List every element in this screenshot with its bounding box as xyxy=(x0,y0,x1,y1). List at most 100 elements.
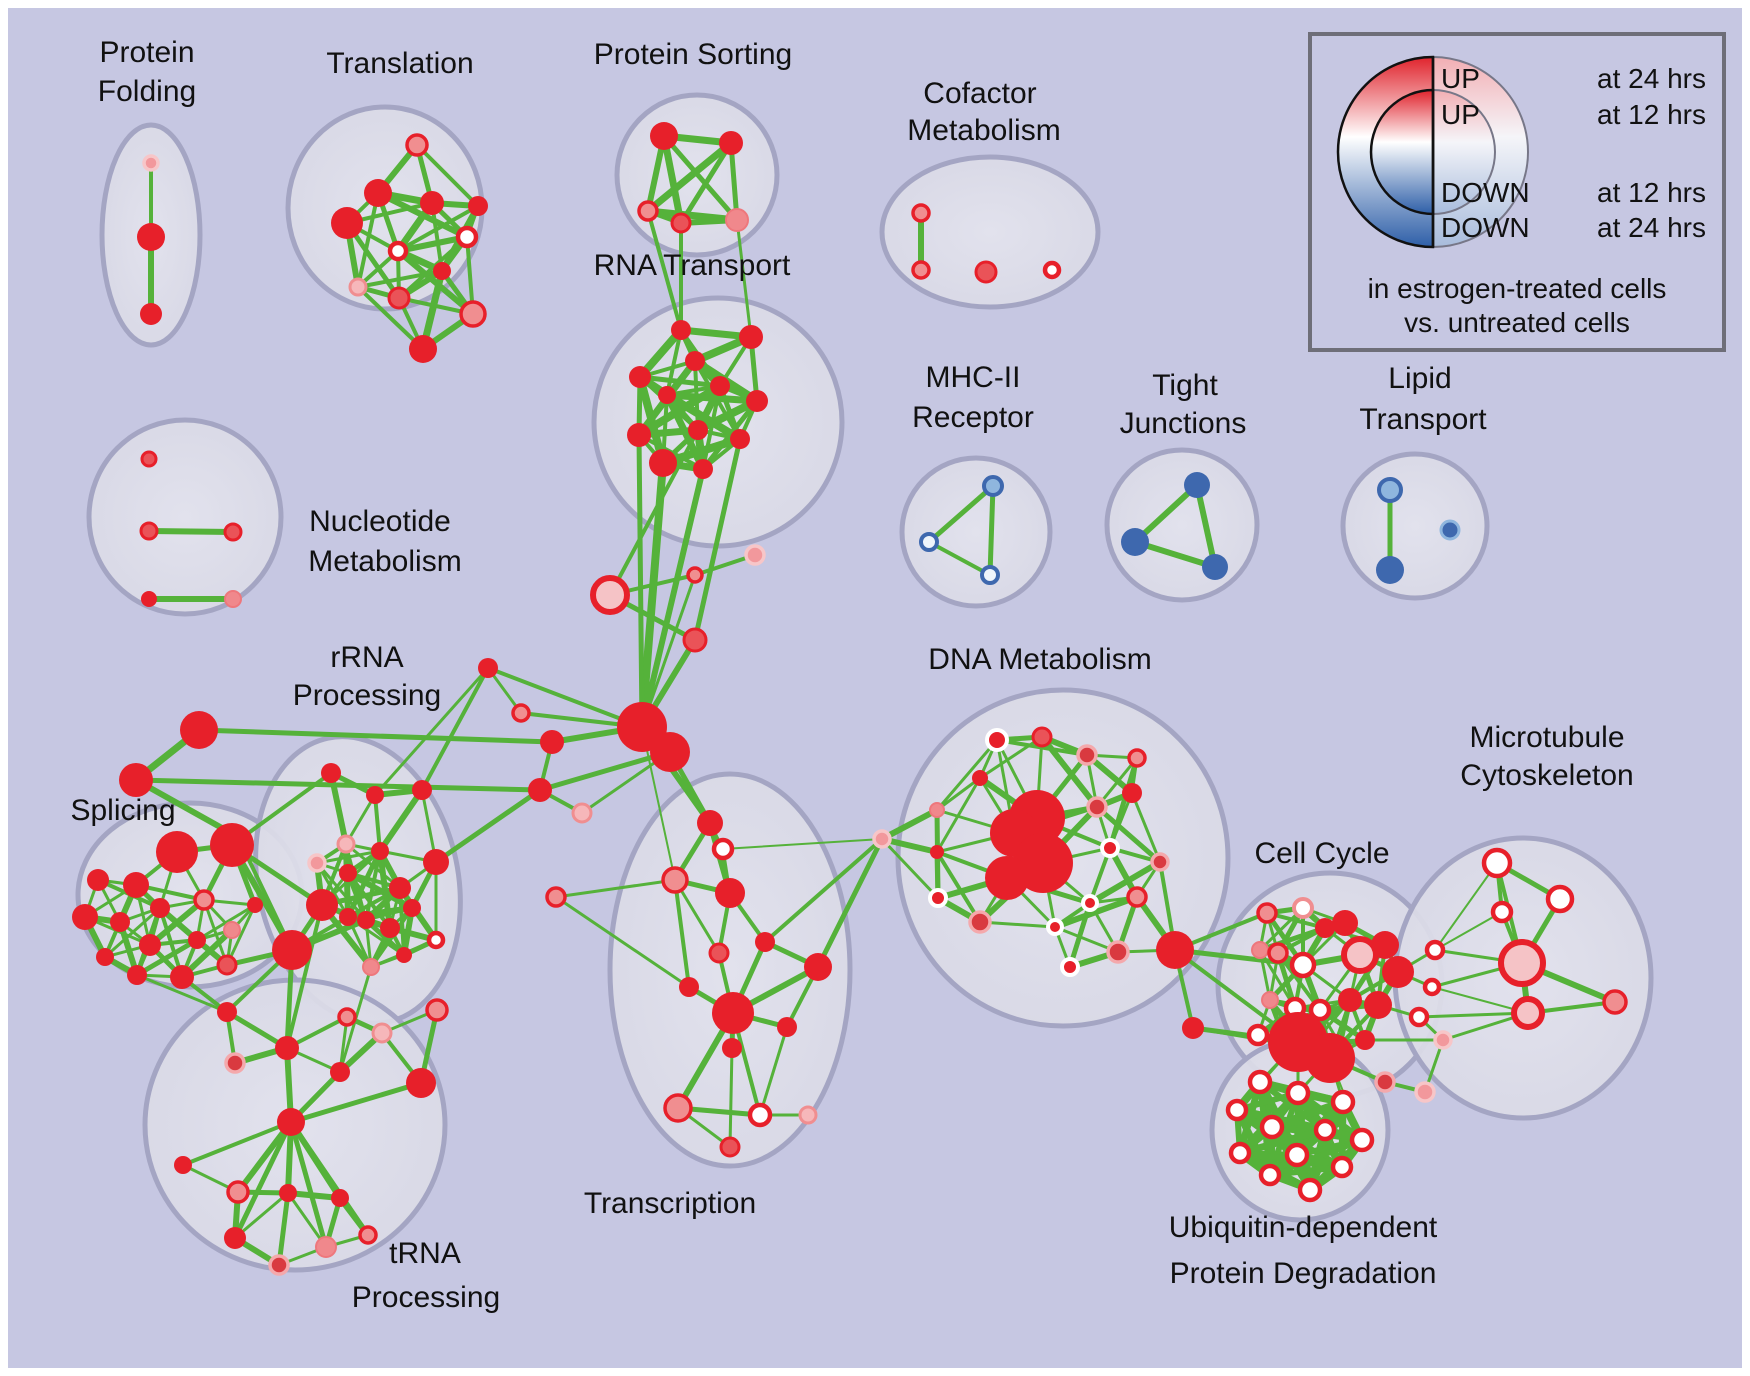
node-rrna-processing[interactable] xyxy=(357,911,375,929)
node-cell-cycle[interactable] xyxy=(1338,988,1362,1012)
node-trna-processing[interactable] xyxy=(226,1180,250,1204)
node-dna-metabolism[interactable] xyxy=(972,770,988,786)
node-microtubule-cytoskeleton[interactable] xyxy=(1408,1006,1430,1028)
node-cell-cycle[interactable] xyxy=(1364,991,1392,1019)
node-transcription[interactable] xyxy=(804,953,832,981)
node-ubiquitin-degradation[interactable] xyxy=(1330,1089,1356,1115)
node-dna-metabolism[interactable] xyxy=(930,845,944,859)
node-mhc-ii-receptor[interactable] xyxy=(980,565,1000,585)
node-ubiquitin-degradation[interactable] xyxy=(1247,1069,1273,1095)
node-splicing[interactable] xyxy=(247,897,263,913)
node-cell-cycle[interactable] xyxy=(1256,902,1278,924)
node-transcription[interactable] xyxy=(697,810,723,836)
node-protein-folding[interactable] xyxy=(142,154,160,172)
node-trna-processing[interactable] xyxy=(330,1062,350,1082)
node-transcription[interactable] xyxy=(661,866,689,894)
node-rna-transport[interactable] xyxy=(649,449,677,477)
node-rna-transport[interactable] xyxy=(693,459,713,479)
node-cofactor-metabolism[interactable] xyxy=(974,260,998,284)
node-ubiquitin-degradation[interactable] xyxy=(1284,1142,1310,1168)
node-rrna-processing[interactable] xyxy=(272,930,312,970)
node-backbone[interactable] xyxy=(511,703,531,723)
node-microtubule-cytoskeleton[interactable] xyxy=(1422,977,1442,997)
node-trna-processing[interactable] xyxy=(268,1254,290,1276)
node-splicing[interactable] xyxy=(123,872,149,898)
node-dna-metabolism[interactable] xyxy=(1156,931,1194,969)
node-dna-metabolism[interactable] xyxy=(985,728,1009,752)
node-mhc-ii-receptor[interactable] xyxy=(982,475,1004,497)
node-dna-metabolism[interactable] xyxy=(968,910,992,934)
node-backbone[interactable] xyxy=(650,732,690,772)
node-cell-cycle[interactable] xyxy=(1382,956,1414,988)
node-backbone[interactable] xyxy=(119,763,153,797)
node-dna-metabolism[interactable] xyxy=(1081,894,1099,912)
node-transcription[interactable] xyxy=(711,837,735,861)
node-dna-metabolism[interactable] xyxy=(1106,940,1130,964)
node-dna-metabolism[interactable] xyxy=(1086,796,1108,818)
node-trna-processing[interactable] xyxy=(224,1227,246,1249)
node-trna-processing[interactable] xyxy=(337,1007,357,1027)
node-backbone[interactable] xyxy=(528,778,552,802)
node-rrna-processing[interactable] xyxy=(371,842,389,860)
node-cell-cycle[interactable] xyxy=(1292,897,1314,919)
node-trna-processing[interactable] xyxy=(279,1184,297,1202)
node-ubiquitin-degradation[interactable] xyxy=(1313,1118,1337,1142)
node-ubiquitin-degradation[interactable] xyxy=(1258,1163,1282,1187)
node-transcription[interactable] xyxy=(747,1102,773,1128)
node-trna-processing[interactable] xyxy=(425,998,449,1022)
node-protein-folding[interactable] xyxy=(140,303,162,325)
node-dna-metabolism[interactable] xyxy=(928,888,948,908)
node-cofactor-metabolism[interactable] xyxy=(1042,260,1062,280)
node-translation[interactable] xyxy=(433,262,451,280)
node-translation[interactable] xyxy=(459,300,487,328)
node-protein-sorting[interactable] xyxy=(719,131,743,155)
node-splicing[interactable] xyxy=(156,831,198,873)
node-trna-processing[interactable] xyxy=(275,1036,299,1060)
node-rna-transport[interactable] xyxy=(730,429,750,449)
node-cell-cycle[interactable] xyxy=(1332,910,1358,936)
node-dna-metabolism[interactable] xyxy=(1182,1017,1204,1039)
node-transcription[interactable] xyxy=(722,1038,742,1058)
node-tight-junctions[interactable] xyxy=(1184,472,1210,498)
node-backbone[interactable] xyxy=(590,575,630,615)
node-transcription[interactable] xyxy=(545,886,567,908)
node-translation[interactable] xyxy=(364,179,392,207)
node-rna-transport[interactable] xyxy=(629,366,651,388)
node-translation[interactable] xyxy=(405,133,429,157)
node-cell-cycle[interactable] xyxy=(1267,942,1289,964)
node-splicing[interactable] xyxy=(139,934,161,956)
node-cofactor-metabolism[interactable] xyxy=(911,203,931,223)
node-backbone[interactable] xyxy=(686,566,704,584)
node-cell-cycle[interactable] xyxy=(1315,918,1335,938)
node-backbone[interactable] xyxy=(540,730,564,754)
node-transcription[interactable] xyxy=(663,1093,693,1123)
node-tight-junctions[interactable] xyxy=(1202,554,1228,580)
node-splicing[interactable] xyxy=(96,948,114,966)
node-cell-cycle[interactable] xyxy=(1246,1023,1270,1047)
node-translation[interactable] xyxy=(455,225,479,249)
node-translation[interactable] xyxy=(409,335,437,363)
node-splicing[interactable] xyxy=(193,889,215,911)
node-mhc-ii-receptor[interactable] xyxy=(919,532,939,552)
node-transcription[interactable] xyxy=(798,1105,818,1125)
node-trna-processing[interactable] xyxy=(406,1068,436,1098)
node-backbone[interactable] xyxy=(682,627,708,653)
node-translation[interactable] xyxy=(331,207,363,239)
node-translation[interactable] xyxy=(468,196,488,216)
node-trna-processing[interactable] xyxy=(277,1108,305,1136)
node-lipid-transport[interactable] xyxy=(1376,556,1404,584)
node-transcription[interactable] xyxy=(679,977,699,997)
node-rrna-processing[interactable] xyxy=(362,958,380,976)
node-trna-processing[interactable] xyxy=(174,1156,192,1174)
node-dna-metabolism[interactable] xyxy=(1031,726,1053,748)
node-cell-cycle[interactable] xyxy=(1261,991,1279,1009)
node-microtubule-cytoskeleton[interactable] xyxy=(1433,1030,1453,1050)
node-trna-processing[interactable] xyxy=(371,1022,393,1044)
node-nucleotide-metabolism[interactable] xyxy=(139,521,159,541)
node-ubiquitin-degradation[interactable] xyxy=(1330,1155,1354,1179)
node-splicing[interactable] xyxy=(216,954,238,976)
node-trna-processing[interactable] xyxy=(217,1002,237,1022)
node-trna-processing[interactable] xyxy=(358,1225,378,1245)
node-microtubule-cytoskeleton[interactable] xyxy=(1602,989,1628,1015)
node-rna-transport[interactable] xyxy=(671,320,691,340)
